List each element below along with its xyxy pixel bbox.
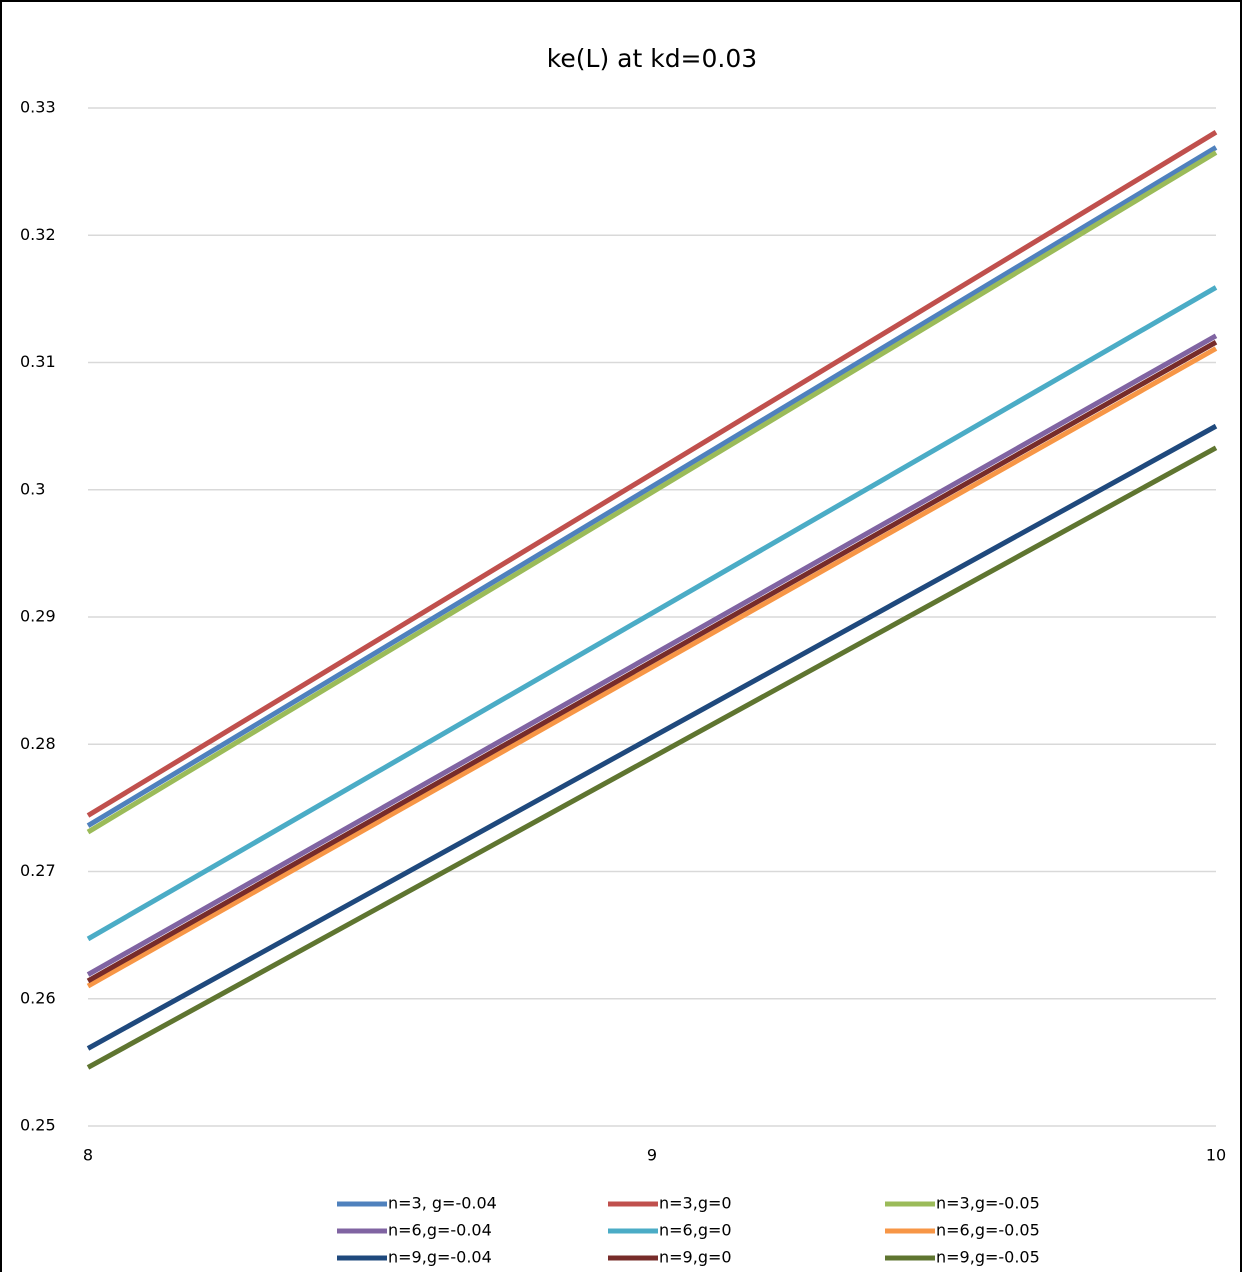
x-tick-label: 9 [647,1146,657,1165]
chart-title: ke(L) at kd=0.03 [547,44,757,73]
legend-label: n=6,g=-0.05 [936,1221,1040,1240]
legend-label: n=9,g=0 [659,1248,732,1267]
legend-label: n=6,g=-0.04 [388,1221,492,1240]
legend-label: n=3, g=-0.04 [388,1194,497,1213]
series-line [86,130,1218,818]
y-tick-label: 0.32 [20,225,56,244]
y-tick-label: 0.26 [20,988,56,1007]
series-line [86,346,1218,989]
y-tick-label: 0.25 [20,1116,56,1135]
series-line [86,285,1218,942]
y-tick-label: 0.28 [20,734,56,753]
legend-label: n=9,g=-0.05 [936,1248,1040,1267]
y-tick-label: 0.29 [20,607,56,626]
series-line [86,423,1218,1051]
x-tick-label: 10 [1206,1146,1226,1165]
series-line [86,145,1218,828]
x-tick-label: 8 [83,1146,93,1165]
series-line [86,339,1218,984]
y-tick-label: 0.27 [20,861,56,880]
y-tick-label: 0.3 [20,479,45,498]
series-line [86,445,1218,1070]
y-tick-label: 0.31 [20,352,56,371]
y-tick-label: 0.33 [20,98,56,117]
series-line [86,333,1218,977]
legend-label: n=6,g=0 [659,1221,732,1240]
series-line [86,150,1218,835]
legend-label: n=3,g=-0.05 [936,1194,1040,1213]
legend-label: n=9,g=-0.04 [388,1248,492,1267]
legend-label: n=3,g=0 [659,1194,732,1213]
